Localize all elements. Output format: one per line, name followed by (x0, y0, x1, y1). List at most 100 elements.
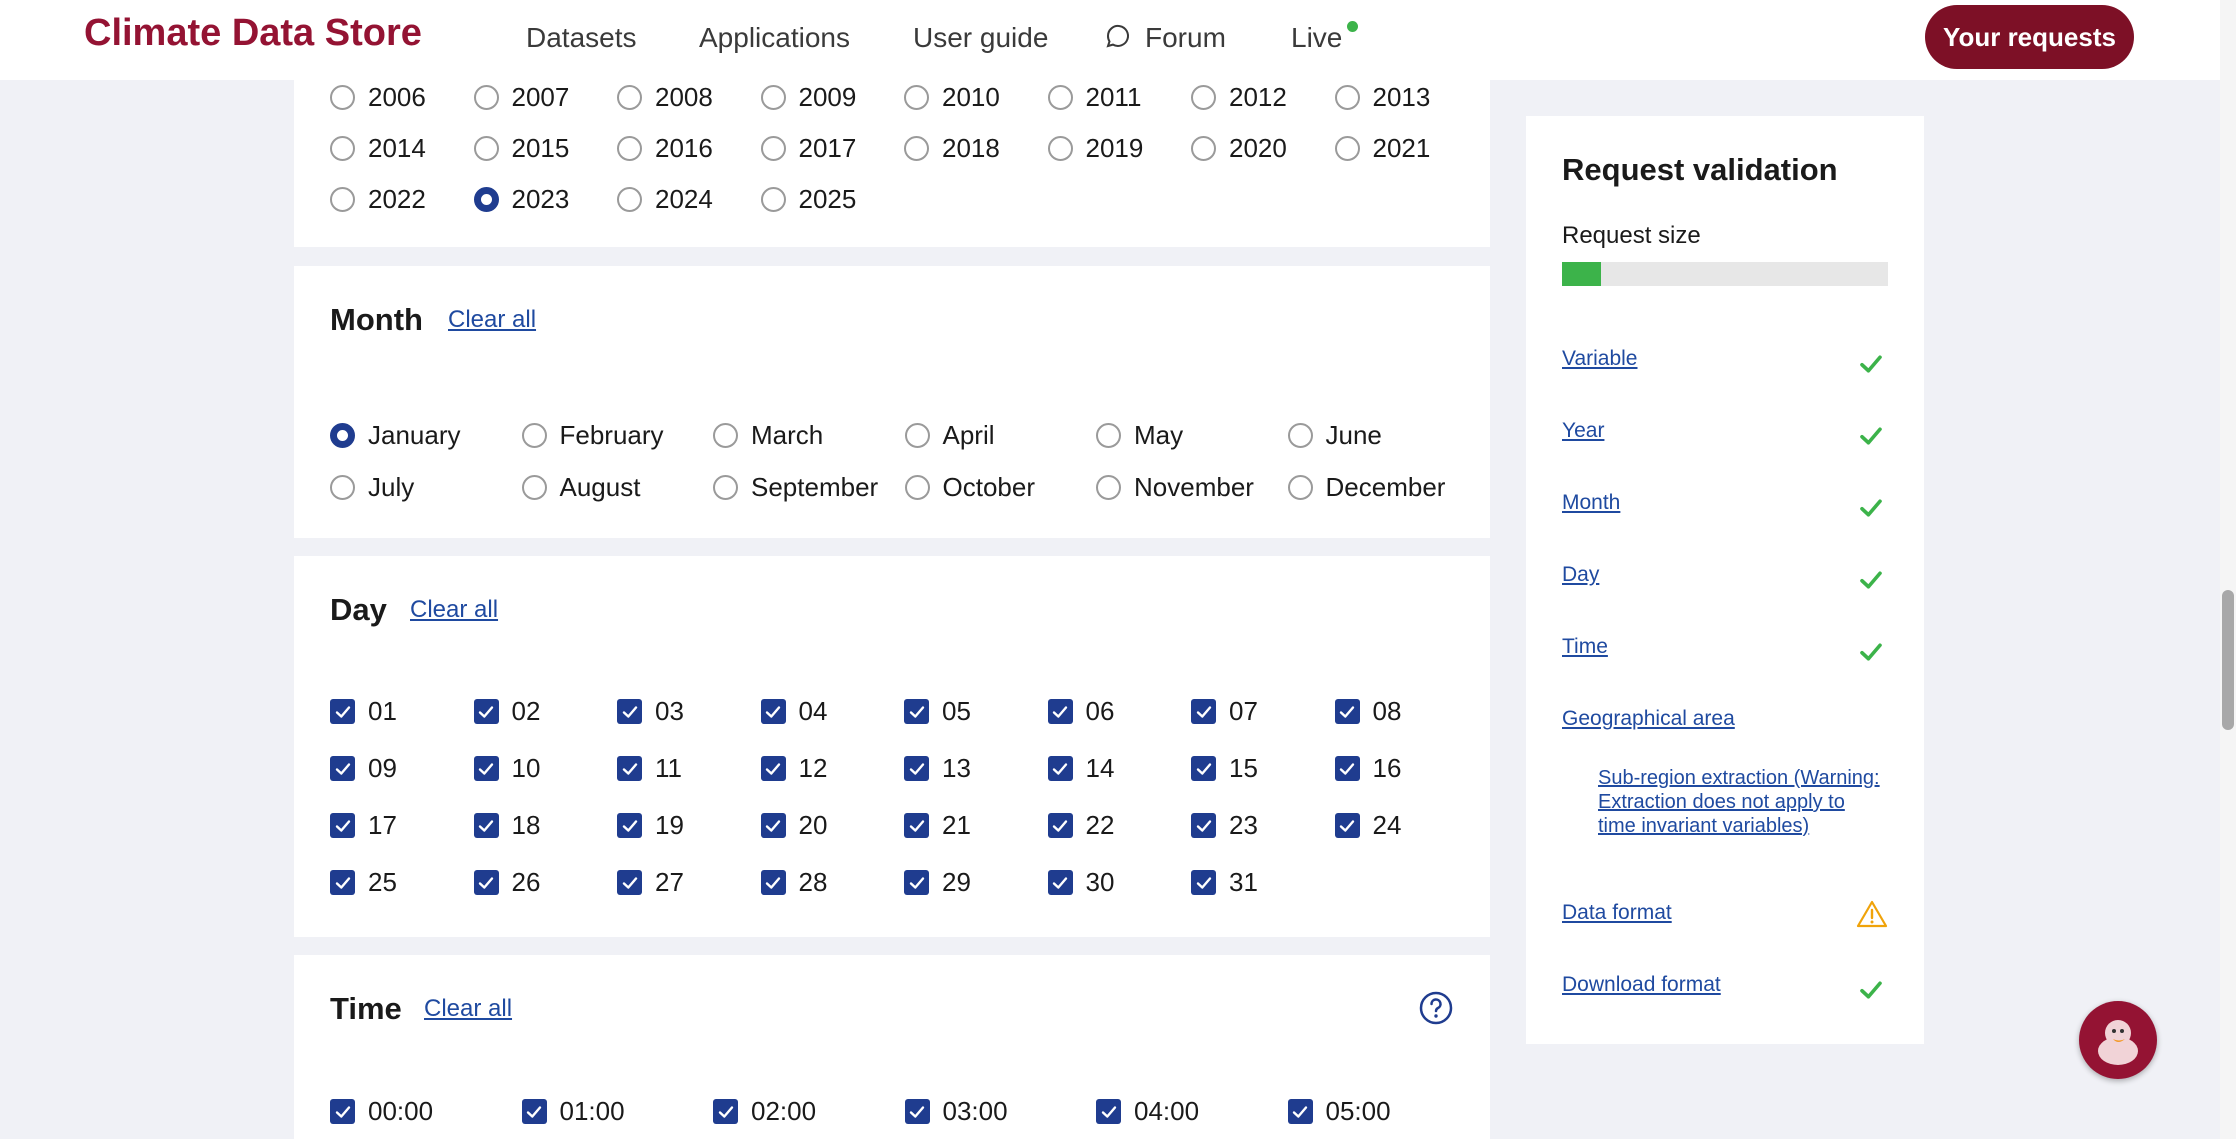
year-option-2023[interactable]: 2023 (473, 184, 569, 215)
year-option-2014[interactable]: 2014 (330, 133, 426, 164)
radio-button[interactable] (1096, 475, 1121, 500)
radio-button[interactable] (521, 423, 547, 448)
day-option-09[interactable]: 09 (330, 753, 397, 784)
time-option-0300[interactable]: 03:00 (904, 1096, 1008, 1127)
month-option-august[interactable]: August (521, 472, 640, 503)
checkbox[interactable] (713, 1099, 738, 1124)
month-option-november[interactable]: November (1096, 472, 1254, 503)
year-option-2015[interactable]: 2015 (473, 133, 569, 164)
radio-button[interactable] (1096, 423, 1121, 448)
radio-button[interactable] (713, 423, 738, 448)
scrollbar-thumb[interactable] (2222, 590, 2234, 730)
year-option-2008[interactable]: 2008 (617, 82, 713, 113)
time-option-0200[interactable]: 02:00 (713, 1096, 816, 1127)
checkbox[interactable] (904, 699, 929, 724)
checkbox[interactable] (1191, 756, 1216, 781)
checkbox[interactable] (904, 1099, 930, 1124)
day-option-02[interactable]: 02 (473, 696, 540, 727)
month-option-october[interactable]: October (904, 472, 1035, 503)
checkbox[interactable] (760, 699, 786, 724)
day-clear-all-link[interactable]: Clear all (410, 596, 499, 623)
checkbox[interactable] (617, 699, 642, 724)
month-option-december[interactable]: December (1287, 472, 1445, 503)
day-option-24[interactable]: 24 (1334, 810, 1401, 841)
checkbox[interactable] (330, 699, 355, 724)
checkbox[interactable] (617, 870, 642, 895)
year-option-2022[interactable]: 2022 (330, 184, 426, 215)
checkbox[interactable] (904, 813, 929, 838)
validation-link-data[interactable]: Data format (1562, 901, 1672, 924)
radio-button[interactable] (1287, 475, 1313, 500)
radio-button[interactable] (617, 187, 642, 212)
checkbox[interactable] (760, 870, 786, 895)
checkbox[interactable] (473, 699, 499, 724)
day-option-12[interactable]: 12 (760, 753, 827, 784)
day-option-07[interactable]: 07 (1191, 696, 1258, 727)
day-option-22[interactable]: 22 (1047, 810, 1114, 841)
radio-button[interactable] (330, 187, 355, 212)
year-option-2017[interactable]: 2017 (760, 133, 856, 164)
radio-button[interactable] (904, 85, 929, 110)
radio-button[interactable] (713, 475, 738, 500)
radio-button[interactable] (904, 423, 930, 448)
time-option-0500[interactable]: 05:00 (1287, 1096, 1391, 1127)
checkbox[interactable] (330, 1099, 355, 1124)
day-option-01[interactable]: 01 (330, 696, 397, 727)
year-option-2024[interactable]: 2024 (617, 184, 713, 215)
day-option-31[interactable]: 31 (1191, 867, 1258, 898)
checkbox[interactable] (330, 813, 355, 838)
time-option-0100[interactable]: 01:00 (521, 1096, 625, 1127)
radio-button[interactable] (1047, 85, 1073, 110)
day-option-14[interactable]: 14 (1047, 753, 1114, 784)
checkbox[interactable] (904, 870, 929, 895)
day-option-08[interactable]: 08 (1334, 696, 1401, 727)
radio-button[interactable] (617, 136, 642, 161)
radio-button[interactable] (1047, 136, 1073, 161)
day-option-29[interactable]: 29 (904, 867, 971, 898)
day-option-16[interactable]: 16 (1334, 753, 1401, 784)
radio-button[interactable] (760, 136, 786, 161)
year-option-2009[interactable]: 2009 (760, 82, 856, 113)
month-clear-all-link[interactable]: Clear all (448, 306, 537, 333)
radio-button[interactable] (1334, 85, 1360, 110)
radio-button[interactable] (521, 475, 547, 500)
day-option-26[interactable]: 26 (473, 867, 540, 898)
day-option-03[interactable]: 03 (617, 696, 684, 727)
validation-link-time[interactable]: Time (1562, 635, 1608, 658)
checkbox[interactable] (760, 756, 786, 781)
validation-link-geographical[interactable]: Geographical area (1562, 707, 1735, 730)
year-option-2007[interactable]: 2007 (473, 82, 569, 113)
checkbox[interactable] (1191, 699, 1216, 724)
radio-button[interactable] (330, 423, 355, 448)
year-option-2016[interactable]: 2016 (617, 133, 713, 164)
checkbox[interactable] (1191, 813, 1216, 838)
checkbox[interactable] (1047, 813, 1073, 838)
your-requests-button[interactable]: Your requests (1925, 5, 2134, 69)
day-option-30[interactable]: 30 (1047, 867, 1114, 898)
day-option-10[interactable]: 10 (473, 753, 540, 784)
checkbox[interactable] (473, 813, 499, 838)
validation-link-day[interactable]: Day (1562, 563, 1600, 586)
checkbox[interactable] (330, 870, 355, 895)
checkbox[interactable] (1047, 756, 1073, 781)
month-option-january[interactable]: January (330, 420, 461, 451)
checkbox[interactable] (1334, 699, 1360, 724)
validation-link-sub-region[interactable]: Sub-region extraction (Warning: Extracti… (1598, 767, 1880, 837)
month-option-march[interactable]: March (713, 420, 823, 451)
site-logo[interactable]: Climate Data Store (84, 12, 422, 54)
month-option-april[interactable]: April (904, 420, 995, 451)
radio-button[interactable] (904, 475, 930, 500)
day-option-23[interactable]: 23 (1191, 810, 1258, 841)
day-option-13[interactable]: 13 (904, 753, 971, 784)
radio-button[interactable] (473, 136, 499, 161)
month-option-may[interactable]: May (1096, 420, 1183, 451)
radio-button[interactable] (904, 136, 929, 161)
day-option-25[interactable]: 25 (330, 867, 397, 898)
day-option-27[interactable]: 27 (617, 867, 684, 898)
year-option-2006[interactable]: 2006 (330, 82, 426, 113)
day-option-05[interactable]: 05 (904, 696, 971, 727)
year-option-2010[interactable]: 2010 (904, 82, 1000, 113)
time-option-0000[interactable]: 00:00 (330, 1096, 433, 1127)
year-option-2021[interactable]: 2021 (1334, 133, 1430, 164)
year-option-2018[interactable]: 2018 (904, 133, 1000, 164)
